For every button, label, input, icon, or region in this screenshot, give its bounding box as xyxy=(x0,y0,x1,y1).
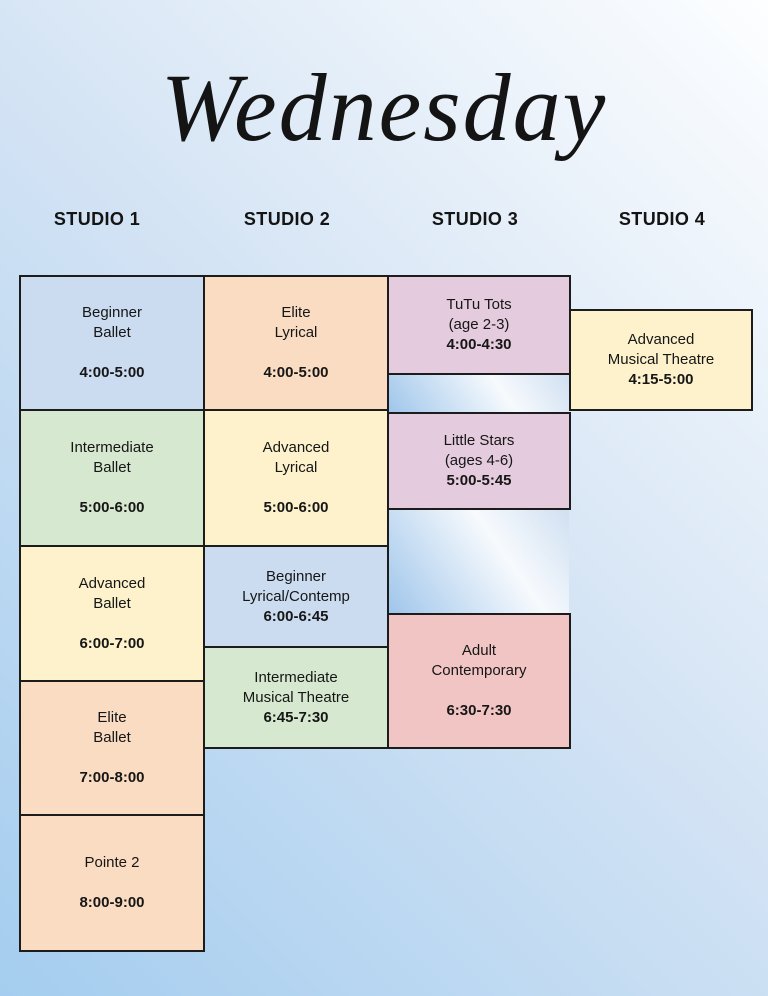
class-name: Pointe 2 xyxy=(84,854,140,871)
class-time: 4:00-5:00 xyxy=(263,364,329,381)
class-time: 5:00-6:00 xyxy=(79,499,145,516)
studio-3-header: STUDIO 3 xyxy=(431,209,519,229)
class-name: Adult Contemporary xyxy=(431,642,527,679)
class-block-intermediate-musical-theatre: Intermediate Musical Theatre 6:45-7:30 xyxy=(203,646,389,749)
class-block-pointe-2: Pointe 2 8:00-9:00 xyxy=(19,814,205,952)
class-name: Beginner Ballet xyxy=(81,304,143,341)
studio3-gap-strip-1 xyxy=(389,375,569,412)
class-name: TuTu Tots (age 2-3) xyxy=(446,296,512,333)
class-block-adult-contemporary: Adult Contemporary 6:30-7:30 xyxy=(387,613,571,749)
class-block-tutu-tots: TuTu Tots (age 2-3) 4:00-4:30 xyxy=(387,275,571,375)
class-block-elite-ballet: Elite Ballet 7:00-8:00 xyxy=(19,680,205,816)
class-name: Beginner Lyrical/Contemp xyxy=(242,567,350,605)
class-block-intermediate-ballet: Intermediate Ballet 5:00-6:00 xyxy=(19,409,205,547)
class-block-little-stars: Little Stars (ages 4-6) 5:00-5:45 xyxy=(387,412,571,510)
class-block-advanced-ballet: Advanced Ballet 6:00-7:00 xyxy=(19,545,205,682)
class-time: 4:15-5:00 xyxy=(628,371,694,388)
class-time: 5:00-5:45 xyxy=(446,472,512,489)
class-time: 4:00-4:30 xyxy=(446,336,512,353)
class-time: 6:30-7:30 xyxy=(446,702,512,719)
class-name: Advanced Lyrical xyxy=(262,439,330,476)
class-time: 4:00-5:00 xyxy=(79,364,145,381)
studio-4-header: STUDIO 4 xyxy=(618,209,706,229)
class-name: Elite Lyrical xyxy=(274,304,318,341)
class-time: 8:00-9:00 xyxy=(79,894,145,911)
class-name: Intermediate Musical Theatre xyxy=(242,668,350,706)
class-time: 6:00-6:45 xyxy=(263,607,329,625)
class-name: Little Stars (ages 4-6) xyxy=(443,432,515,469)
day-title: Wednesday xyxy=(160,53,608,161)
class-name: Intermediate Ballet xyxy=(70,439,154,476)
studio-1-header: STUDIO 1 xyxy=(53,209,141,229)
class-name: Advanced Ballet xyxy=(78,574,146,612)
class-name: Elite Ballet xyxy=(93,709,131,746)
class-block-advanced-musical-theatre: Advanced Musical Theatre 4:15-5:00 xyxy=(569,309,753,411)
class-block-elite-lyrical: Elite Lyrical 4:00-5:00 xyxy=(203,275,389,411)
class-block-beginner-lyrical-contemp: Beginner Lyrical/Contemp 6:00-6:45 xyxy=(203,545,389,648)
class-block-beginner-ballet: Beginner Ballet 4:00-5:00 xyxy=(19,275,205,411)
studio-2-header: STUDIO 2 xyxy=(243,209,331,229)
class-time: 6:00-7:00 xyxy=(79,634,145,652)
class-time: 7:00-8:00 xyxy=(79,769,145,786)
class-name: Advanced Musical Theatre xyxy=(607,331,715,368)
class-block-advanced-lyrical: Advanced Lyrical 5:00-6:00 xyxy=(203,409,389,547)
class-time: 5:00-6:00 xyxy=(263,499,329,516)
class-time: 6:45-7:30 xyxy=(263,708,329,726)
studio3-gap-strip-2 xyxy=(389,510,569,613)
